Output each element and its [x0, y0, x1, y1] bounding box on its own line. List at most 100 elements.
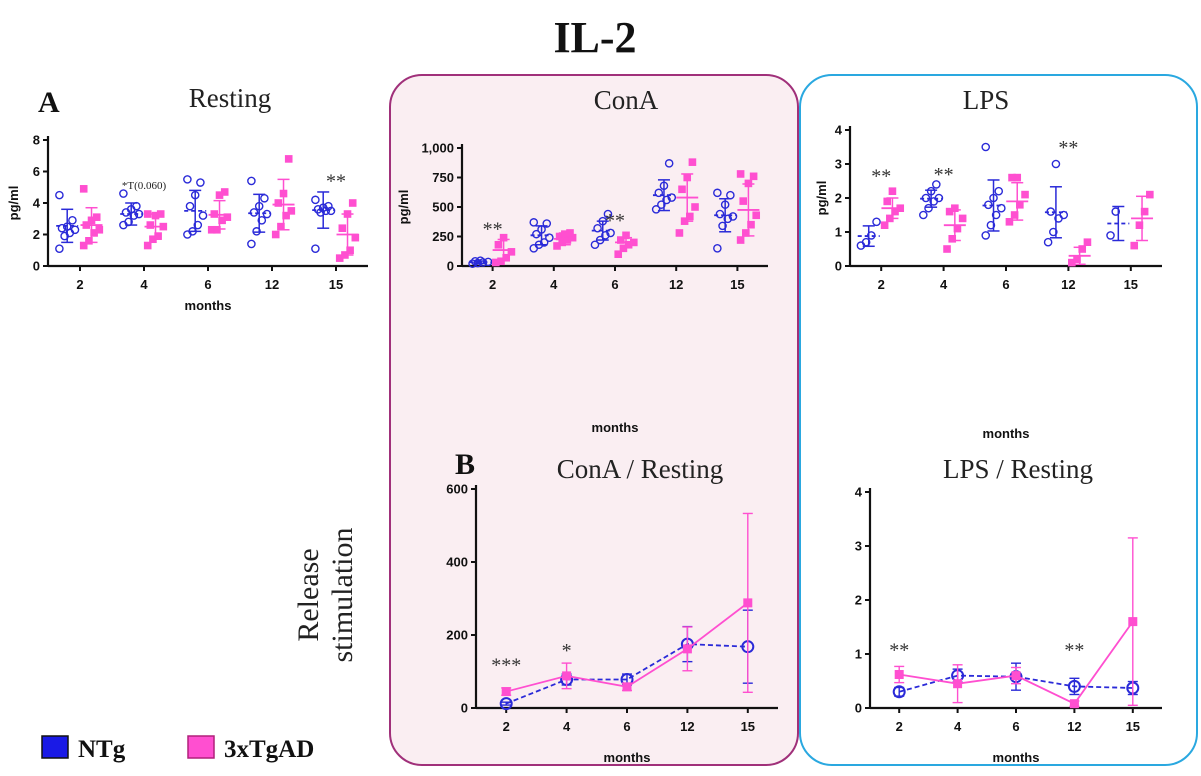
tg-point	[282, 211, 290, 220]
tg-point	[880, 221, 889, 229]
tg-point	[948, 235, 957, 243]
tg-point	[223, 213, 232, 221]
chart-title: LPS / Resting	[943, 454, 1093, 484]
tg-point	[630, 238, 638, 247]
ntg-point	[1043, 237, 1053, 247]
ntg-point	[476, 256, 485, 265]
annotation-label: *T(0.060)	[122, 180, 167, 192]
tg-point	[85, 237, 93, 245]
tg-point	[338, 224, 347, 232]
figure-title: IL-2	[553, 13, 636, 62]
ntg-point	[872, 217, 881, 227]
ntg-point	[593, 223, 602, 233]
ntg-point	[542, 219, 552, 228]
x-tick-label: 6	[611, 277, 618, 292]
ntg-point	[470, 256, 480, 266]
tg-point	[622, 682, 632, 692]
ntg-point	[892, 685, 906, 699]
tg-point	[1010, 211, 1019, 219]
tg-point	[220, 188, 229, 196]
x-tick-label: 2	[76, 277, 83, 292]
tg-point	[614, 250, 623, 258]
chart-title: ConA / Resting	[557, 454, 724, 484]
x-tick-label: 4	[563, 719, 571, 734]
y-tick-label: 250	[432, 229, 454, 244]
tg-point	[494, 240, 503, 249]
ntg-point	[657, 200, 666, 209]
release-stimulation-label: Release stimulation	[292, 528, 359, 663]
ntg-point	[603, 209, 613, 219]
ntg-point	[598, 216, 608, 226]
ntg-point	[70, 225, 80, 235]
tg-point	[271, 230, 280, 239]
tg-point	[562, 671, 572, 681]
tg-point	[682, 644, 692, 654]
tg-point	[277, 222, 285, 231]
ntg-point	[483, 257, 493, 267]
ntg-point	[55, 244, 64, 253]
y-tick-label: 500	[432, 200, 454, 215]
tg-point	[284, 155, 293, 163]
ntg-point	[545, 233, 554, 242]
tg-point	[896, 204, 905, 212]
y-axis-label: pg/ml	[814, 181, 829, 216]
tg-point	[1016, 201, 1024, 209]
ntg-point	[537, 225, 546, 234]
ntg-point	[720, 200, 730, 209]
ntg-point	[997, 203, 1006, 213]
x-tick-label: 15	[1126, 719, 1140, 734]
ntg-point	[924, 203, 933, 213]
y-tick-label: 1	[855, 647, 862, 662]
tg-point	[1069, 699, 1079, 709]
tg-point	[958, 214, 967, 223]
ntg-point	[132, 201, 141, 211]
x-tick-label: 15	[730, 277, 744, 292]
ntg-point	[713, 188, 722, 198]
ntg-point	[590, 240, 600, 250]
ntg-point	[981, 231, 991, 240]
tg-point	[149, 235, 157, 244]
ntg-point	[921, 193, 931, 203]
x-tick-label: 6	[623, 719, 630, 734]
y-tick-label: 2	[33, 227, 40, 242]
ntg-point	[313, 204, 323, 214]
ntg-point	[252, 227, 261, 236]
tg-point	[154, 232, 162, 240]
x-tick-label: 4	[940, 277, 948, 292]
ntg-point	[262, 209, 272, 219]
tg-point	[749, 172, 758, 181]
y-tick-label: 0	[447, 259, 454, 274]
ntg-point	[134, 209, 144, 219]
tg-point	[143, 210, 152, 218]
significance-stars: **	[483, 218, 503, 240]
tg-point	[619, 244, 628, 253]
y-tick-label: 750	[432, 170, 454, 185]
ntg-point	[723, 214, 733, 224]
tg-point	[351, 233, 360, 242]
ntg-point	[654, 188, 664, 198]
tg-point	[568, 233, 577, 242]
ntg-point	[1051, 159, 1061, 169]
ntg-point	[926, 186, 936, 196]
tg-point	[561, 230, 569, 238]
ntg-point	[124, 217, 133, 227]
tg-point	[79, 185, 88, 193]
tg-point	[348, 199, 357, 207]
ntg-point	[188, 227, 197, 236]
chart-cona: ConA 0 250 500 750 1,000 2 4 6 12 15 months pg/ml ** *…	[396, 85, 768, 435]
legend-swatch-3xtgad	[187, 735, 215, 759]
tg-point	[566, 229, 574, 237]
y-tick-label: 0	[461, 701, 468, 716]
y-tick-label: 2	[835, 191, 842, 206]
x-tick-label: 4	[140, 277, 148, 292]
x-tick-label: 6	[1002, 277, 1009, 292]
legend-label-ntg: NTg	[78, 736, 126, 763]
y-tick-label: 4	[835, 123, 843, 138]
x-tick-label: 12	[265, 277, 279, 292]
release-label: Release	[292, 548, 325, 641]
ntg-point	[260, 193, 269, 203]
significance-stars: **	[934, 164, 954, 186]
ntg-point	[247, 239, 256, 249]
tg-point	[1146, 190, 1154, 199]
